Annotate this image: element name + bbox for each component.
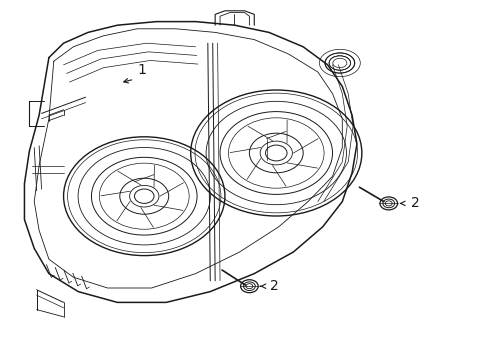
Text: 1: 1: [137, 63, 146, 77]
Text: 2: 2: [410, 197, 419, 210]
Text: 2: 2: [270, 279, 279, 293]
